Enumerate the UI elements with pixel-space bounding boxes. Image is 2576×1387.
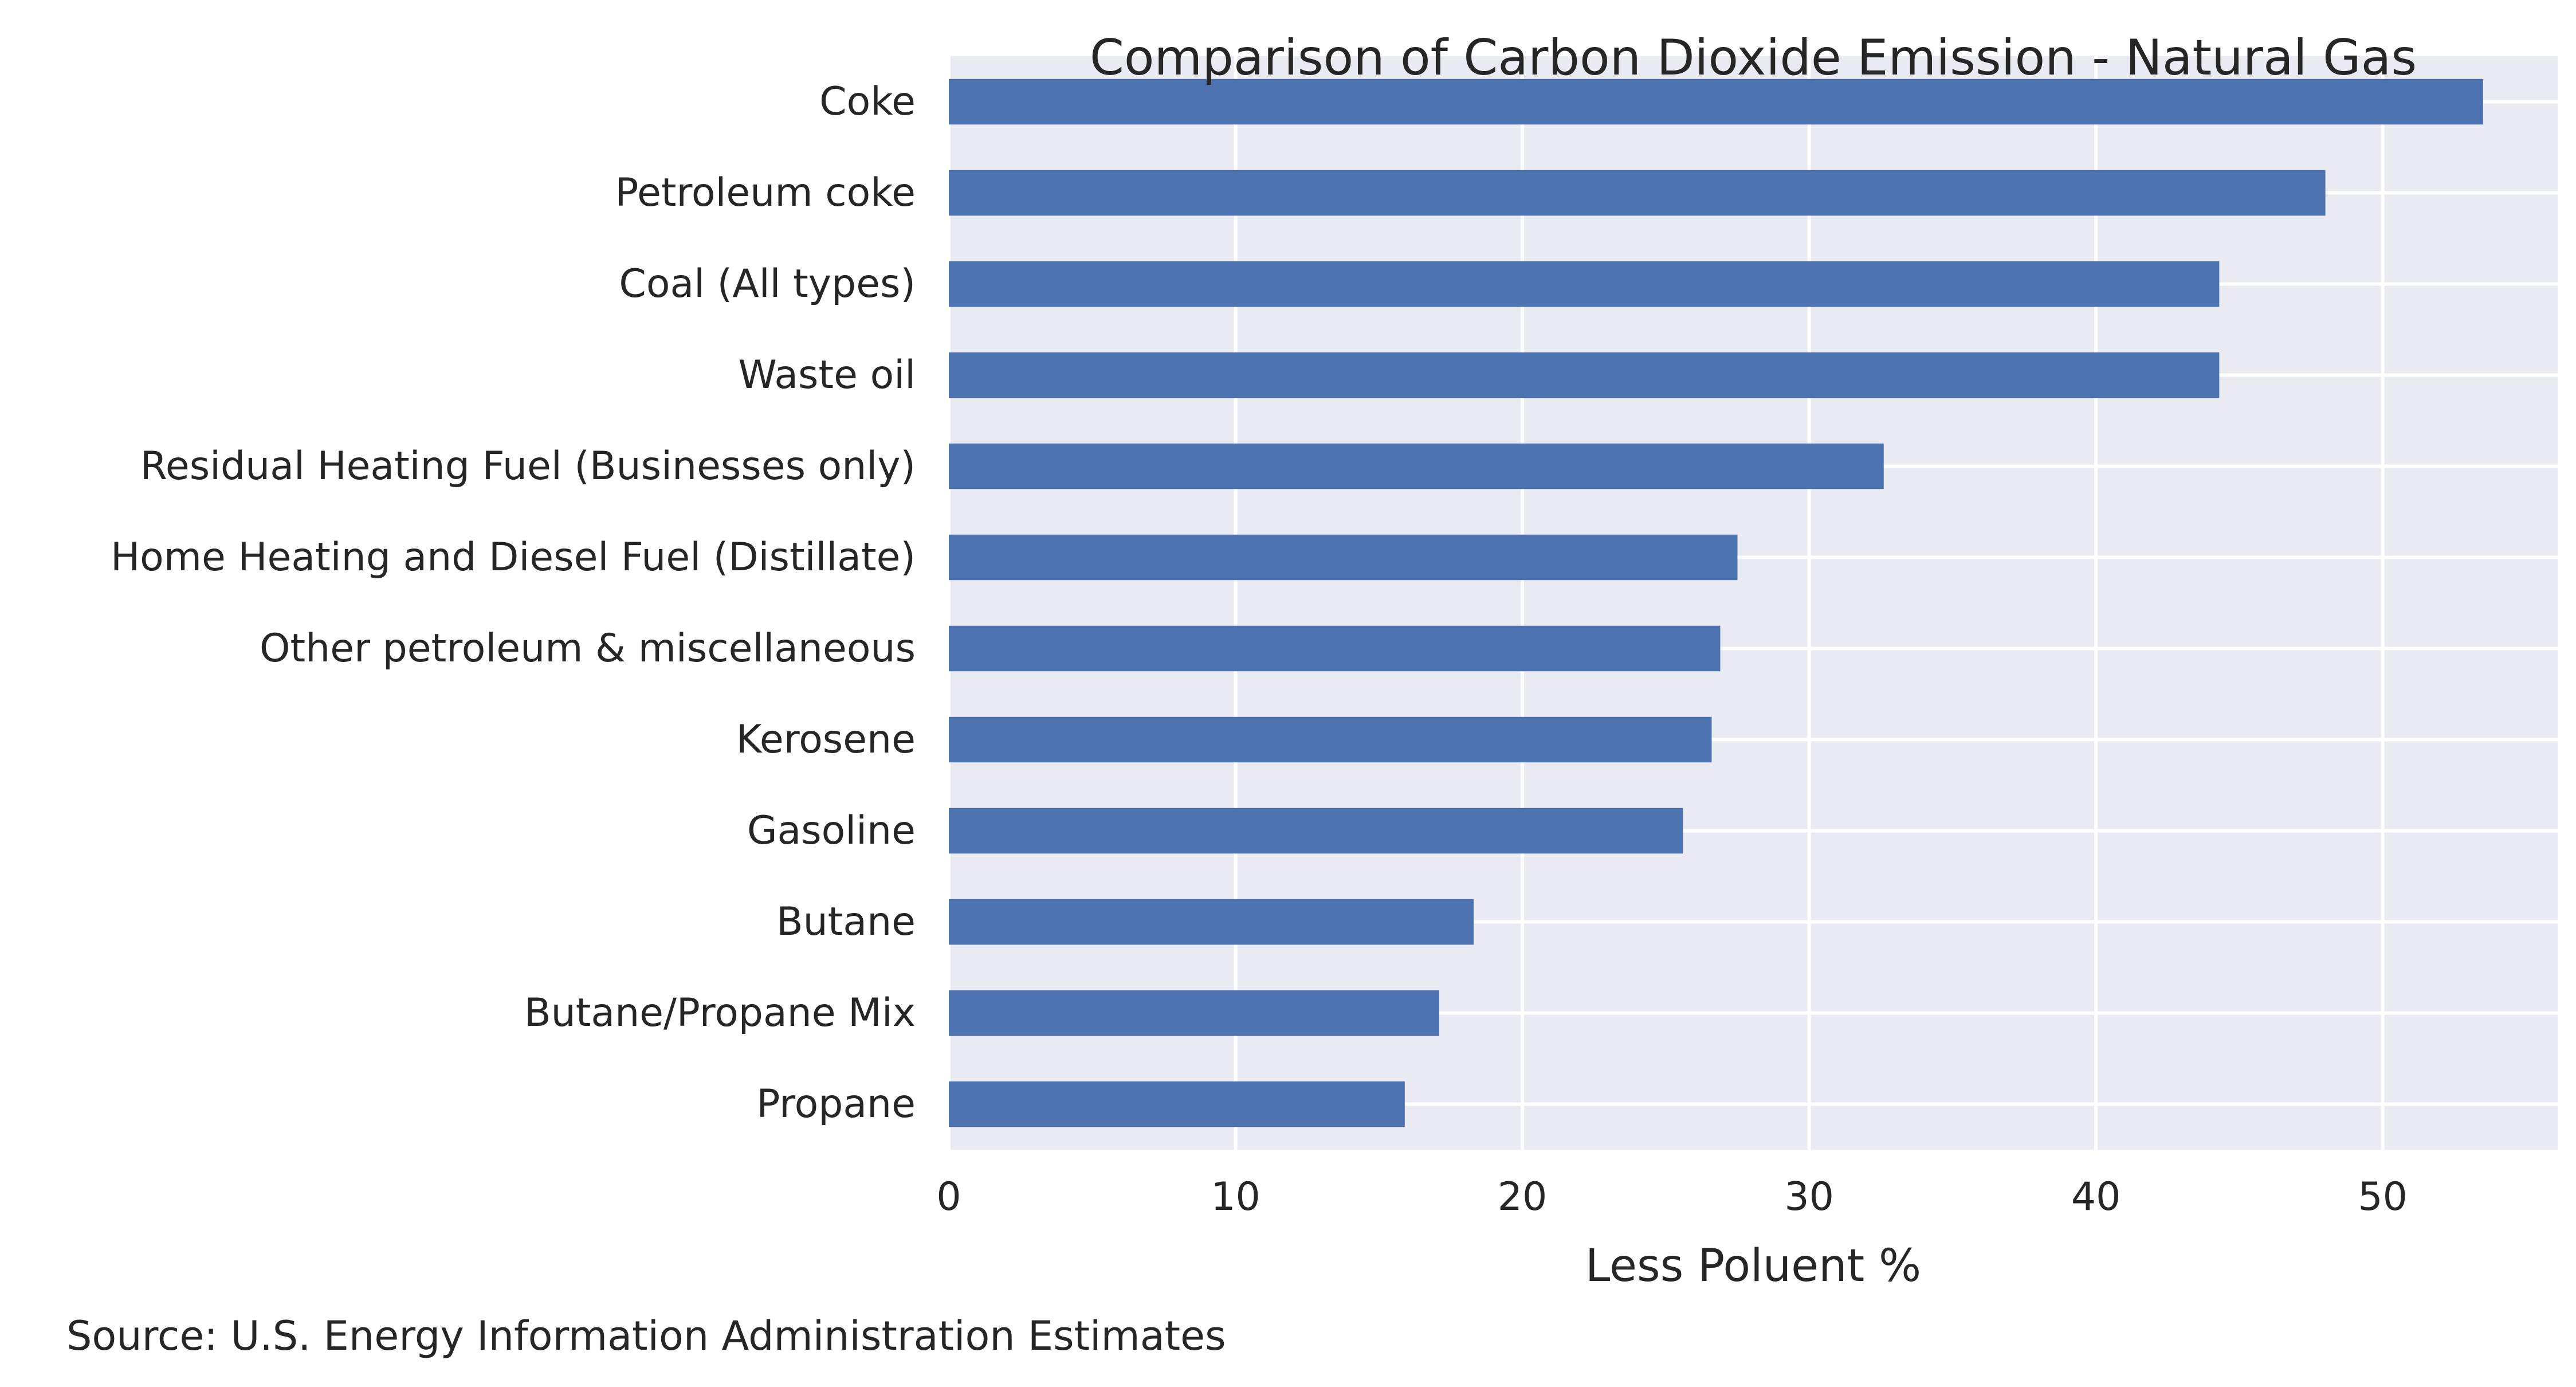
y-tick-label: Gasoline [747, 808, 916, 853]
x-tick-label: 0 [936, 1174, 961, 1220]
y-tick-labels: Coke Petroleum coke Coal (All types) Waste … [111, 79, 916, 1127]
bar [949, 170, 2326, 216]
y-tick-label: Propane [756, 1082, 916, 1127]
bar [949, 352, 2220, 398]
bar [949, 899, 1474, 945]
bar [949, 261, 2220, 307]
bar [949, 625, 1721, 672]
x-tick-label: 10 [1211, 1174, 1260, 1220]
y-tick-label: Coal (All types) [619, 261, 916, 307]
bar [949, 79, 2483, 125]
y-tick-label: Butane [776, 899, 916, 945]
plot-background [949, 56, 2558, 1150]
bar [949, 534, 1738, 581]
x-tick-labels: 0 10 20 30 40 50 [936, 1174, 2408, 1220]
bar [949, 990, 1439, 1036]
y-tick-label: Kerosene [736, 717, 916, 762]
x-tick-label: 40 [2071, 1174, 2121, 1220]
x-tick-label: 30 [1784, 1174, 1834, 1220]
y-tick-label: Home Heating and Diesel Fuel (Distillate… [111, 535, 916, 580]
chart-title: Comparison of Carbon Dioxide Emission - … [1090, 29, 2417, 87]
bar [949, 808, 1683, 854]
y-tick-label: Coke [819, 79, 916, 124]
y-tick-label: Butane/Propane Mix [524, 990, 916, 1036]
bars [949, 79, 2483, 1127]
y-tick-label: Petroleum coke [615, 170, 916, 216]
bar [949, 443, 1884, 489]
y-tick-label: Other petroleum & miscellaneous [260, 626, 916, 671]
bar [949, 1081, 1405, 1127]
x-tick-label: 50 [2358, 1174, 2408, 1220]
y-tick-label: Waste oil [739, 352, 916, 398]
x-tick-label: 20 [1498, 1174, 1548, 1220]
x-axis-label: Less Poluent % [1585, 1240, 1921, 1292]
bar [949, 716, 1712, 763]
source-note: Source: U.S. Energy Information Administ… [66, 1312, 1226, 1359]
y-tick-label: Residual Heating Fuel (Businesses only) [140, 444, 916, 489]
